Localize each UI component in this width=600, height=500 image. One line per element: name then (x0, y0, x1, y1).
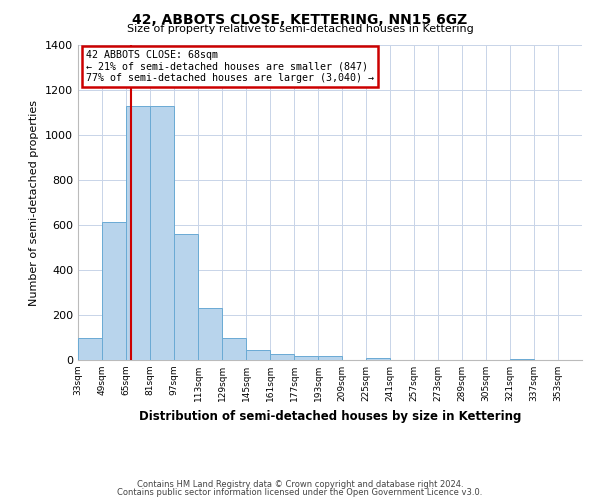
Bar (318, 356, 342, 360)
Bar (150, 106, 174, 360)
Bar (294, 356, 318, 360)
X-axis label: Distribution of semi-detached houses by size in Kettering: Distribution of semi-detached houses by … (139, 410, 521, 422)
Bar (126, 106, 150, 360)
Text: Contains public sector information licensed under the Open Government Licence v3: Contains public sector information licen… (118, 488, 482, 497)
Bar (198, 308, 222, 360)
Bar (510, 359, 534, 360)
Bar (78, 338, 102, 360)
Bar (270, 354, 294, 360)
Bar (366, 358, 390, 360)
Text: 42, ABBOTS CLOSE, KETTERING, NN15 6GZ: 42, ABBOTS CLOSE, KETTERING, NN15 6GZ (133, 12, 467, 26)
Text: Contains HM Land Registry data © Crown copyright and database right 2024.: Contains HM Land Registry data © Crown c… (137, 480, 463, 489)
Bar (246, 350, 270, 360)
Bar (102, 222, 126, 360)
Bar (222, 338, 246, 360)
Text: Size of property relative to semi-detached houses in Kettering: Size of property relative to semi-detach… (127, 24, 473, 34)
Text: 42 ABBOTS CLOSE: 68sqm
← 21% of semi-detached houses are smaller (847)
77% of se: 42 ABBOTS CLOSE: 68sqm ← 21% of semi-det… (86, 50, 374, 83)
Y-axis label: Number of semi-detached properties: Number of semi-detached properties (29, 100, 40, 306)
Bar (174, 234, 198, 360)
